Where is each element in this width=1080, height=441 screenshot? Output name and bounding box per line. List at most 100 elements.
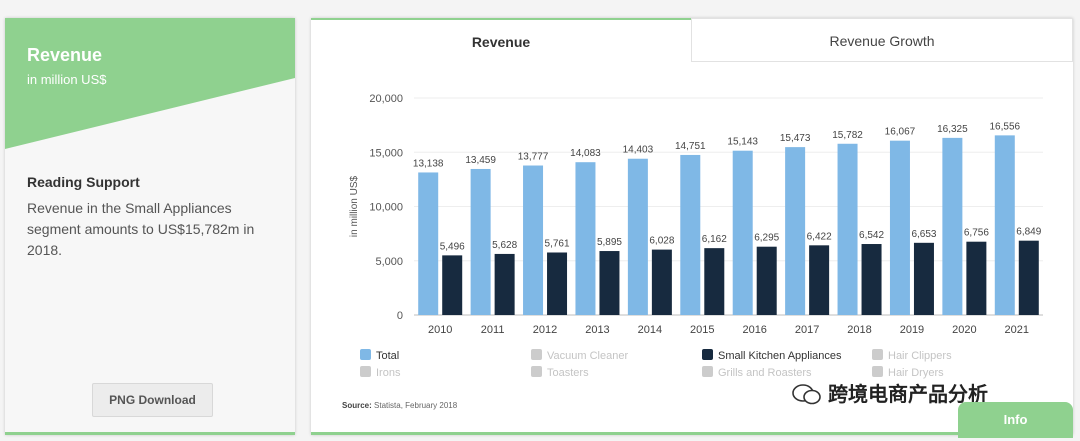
data-label: 13,138 [413, 158, 444, 169]
bar-total [680, 154, 701, 315]
data-label: 6,162 [702, 234, 727, 245]
bar-chart: 0 5,000 10,000 15,000 20,000 in million US$ 13… [349, 93, 1043, 379]
tab-revenue[interactable]: Revenue [311, 18, 691, 62]
panel-subtitle: in million US$ [27, 72, 107, 87]
data-label: 15,143 [727, 137, 758, 148]
data-label: 14,751 [675, 141, 706, 152]
x-tick-label: 2015 [690, 324, 714, 336]
legend-item: Hair Clippers [888, 350, 952, 362]
legend-swatch [531, 366, 542, 377]
x-tick-label: 2016 [742, 324, 766, 336]
bar-small-kitchen [651, 249, 672, 315]
y-tick-label: 0 [397, 310, 403, 322]
bar-total [837, 143, 858, 315]
data-label: 6,653 [911, 229, 936, 240]
bar-total [732, 150, 753, 315]
bar-small-kitchen [704, 248, 725, 315]
reading-support-title: Reading Support [27, 174, 140, 190]
x-tick-label: 2013 [585, 324, 609, 336]
legend-swatch [360, 349, 371, 360]
reading-support-text: Revenue in the Small Appliances segment … [27, 200, 255, 258]
info-panel: Revenue in million US$ Reading Support R… [5, 18, 295, 435]
bar-small-kitchen [861, 244, 882, 315]
x-tick-label: 2018 [847, 324, 871, 336]
bar-small-kitchen [809, 245, 830, 315]
legend-swatch [702, 349, 713, 360]
legend-item: Total [376, 350, 399, 362]
bar-total [889, 140, 910, 315]
bar-small-kitchen [442, 255, 463, 315]
x-tick-label: 2014 [638, 324, 662, 336]
data-label: 15,473 [780, 133, 811, 144]
x-tick-label: 2012 [533, 324, 557, 336]
y-tick-label: 10,000 [369, 202, 403, 214]
legend-swatch [872, 366, 883, 377]
data-label: 6,849 [1016, 227, 1041, 238]
bar-small-kitchen [599, 251, 620, 315]
watermark: 跨境电商产品分析 [792, 378, 988, 407]
y-tick-label: 15,000 [369, 147, 403, 159]
legend-item: Toasters [547, 367, 589, 379]
x-tick-label: 2010 [428, 324, 452, 336]
info-button[interactable]: Info [958, 402, 1073, 438]
bar-total [785, 147, 806, 315]
y-axis-label: in million US$ [349, 175, 360, 237]
tab-revenue-growth[interactable]: Revenue Growth [691, 18, 1073, 62]
data-label: 13,777 [518, 152, 549, 163]
data-label: 5,496 [440, 241, 465, 252]
y-tick-label: 20,000 [369, 93, 403, 105]
png-download-button[interactable]: PNG Download [92, 383, 213, 417]
bar-small-kitchen [494, 253, 515, 315]
x-tick-label: 2011 [481, 324, 505, 336]
panel-header: Revenue in million US$ [5, 18, 295, 153]
data-label: 6,422 [807, 231, 832, 242]
bar-small-kitchen [756, 246, 777, 315]
legend-item: Small Kitchen Appliances [718, 350, 842, 362]
data-label: 6,756 [964, 228, 989, 239]
x-tick-label: 2021 [1005, 324, 1029, 336]
data-label: 6,295 [754, 233, 779, 244]
bar-total [523, 165, 544, 315]
legend-item: Vacuum Cleaner [547, 350, 628, 362]
wechat-icon [792, 384, 821, 405]
data-label: 5,895 [597, 237, 622, 248]
bar-small-kitchen [547, 252, 568, 315]
watermark-text: 跨境电商产品分析 [828, 384, 988, 406]
legend-item: Irons [376, 367, 401, 379]
x-tick-label: 2019 [900, 324, 924, 336]
data-label: 14,083 [570, 148, 601, 159]
bar-total [627, 158, 648, 315]
legend-swatch [360, 366, 371, 377]
data-label: 6,028 [649, 236, 674, 247]
legend-swatch [702, 366, 713, 377]
data-label: 13,459 [465, 155, 496, 166]
source-label: Source: [342, 401, 372, 410]
x-tick-label: 2020 [952, 324, 976, 336]
bar-total [470, 168, 491, 315]
data-label: 15,782 [832, 130, 863, 141]
source-text: Statista, February 2018 [374, 401, 458, 410]
source-note: Source: Statista, February 2018 [342, 401, 457, 410]
data-label: 5,761 [545, 238, 570, 249]
legend-swatch [872, 349, 883, 360]
data-label: 16,556 [989, 121, 1020, 132]
bar-total [994, 135, 1015, 315]
legend-swatch [531, 349, 542, 360]
legend-item: Grills and Roasters [718, 367, 812, 379]
data-label: 16,325 [937, 124, 968, 135]
bar-small-kitchen [966, 241, 987, 315]
data-label: 16,067 [885, 127, 916, 138]
bar-total [418, 172, 439, 315]
x-tick-label: 2017 [795, 324, 819, 336]
data-label: 6,542 [859, 230, 884, 241]
data-label: 14,403 [623, 145, 654, 156]
bar-total [942, 137, 963, 315]
bar-total [575, 162, 596, 315]
bar-small-kitchen [1018, 240, 1039, 315]
legend-item: Hair Dryers [888, 367, 944, 379]
chart-panel: 0 5,000 10,000 15,000 20,000 in million US$ 13… [311, 18, 1073, 435]
data-label: 5,628 [492, 240, 517, 251]
bar-small-kitchen [913, 242, 934, 315]
panel-title: Revenue [27, 45, 103, 65]
header-background [5, 18, 295, 149]
